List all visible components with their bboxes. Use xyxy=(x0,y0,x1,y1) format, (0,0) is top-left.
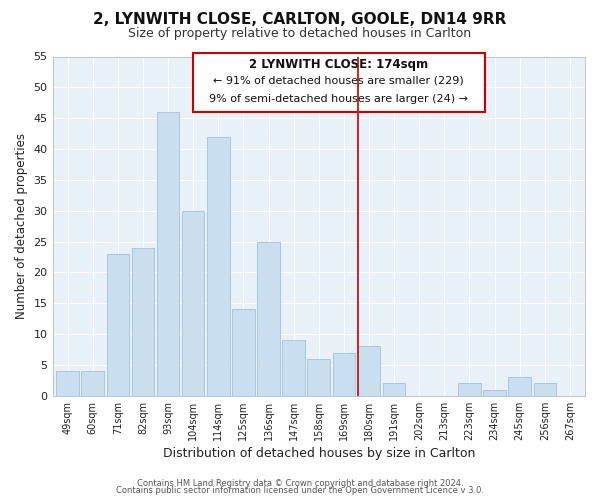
Bar xyxy=(257,242,280,396)
Bar xyxy=(358,346,380,396)
Text: 2, LYNWITH CLOSE, CARLTON, GOOLE, DN14 9RR: 2, LYNWITH CLOSE, CARLTON, GOOLE, DN14 9… xyxy=(94,12,506,28)
FancyBboxPatch shape xyxy=(193,54,485,112)
Bar xyxy=(232,310,255,396)
Text: Contains HM Land Registry data © Crown copyright and database right 2024.: Contains HM Land Registry data © Crown c… xyxy=(137,478,463,488)
Bar xyxy=(332,352,355,396)
Bar xyxy=(483,390,506,396)
Bar xyxy=(458,384,481,396)
Text: 9% of semi-detached houses are larger (24) →: 9% of semi-detached houses are larger (2… xyxy=(209,94,469,104)
Bar xyxy=(383,384,406,396)
Bar xyxy=(207,136,230,396)
Bar xyxy=(56,371,79,396)
Bar xyxy=(508,378,531,396)
Bar xyxy=(307,359,330,396)
Text: ← 91% of detached houses are smaller (229): ← 91% of detached houses are smaller (22… xyxy=(214,75,464,85)
Bar xyxy=(182,210,205,396)
Text: 2 LYNWITH CLOSE: 174sqm: 2 LYNWITH CLOSE: 174sqm xyxy=(250,58,428,71)
Y-axis label: Number of detached properties: Number of detached properties xyxy=(15,133,28,319)
Bar xyxy=(157,112,179,396)
Bar xyxy=(533,384,556,396)
Bar xyxy=(131,248,154,396)
Text: Contains public sector information licensed under the Open Government Licence v : Contains public sector information licen… xyxy=(116,486,484,495)
Bar xyxy=(107,254,129,396)
Bar xyxy=(82,371,104,396)
Text: Size of property relative to detached houses in Carlton: Size of property relative to detached ho… xyxy=(128,28,472,40)
Bar xyxy=(283,340,305,396)
X-axis label: Distribution of detached houses by size in Carlton: Distribution of detached houses by size … xyxy=(163,447,475,460)
